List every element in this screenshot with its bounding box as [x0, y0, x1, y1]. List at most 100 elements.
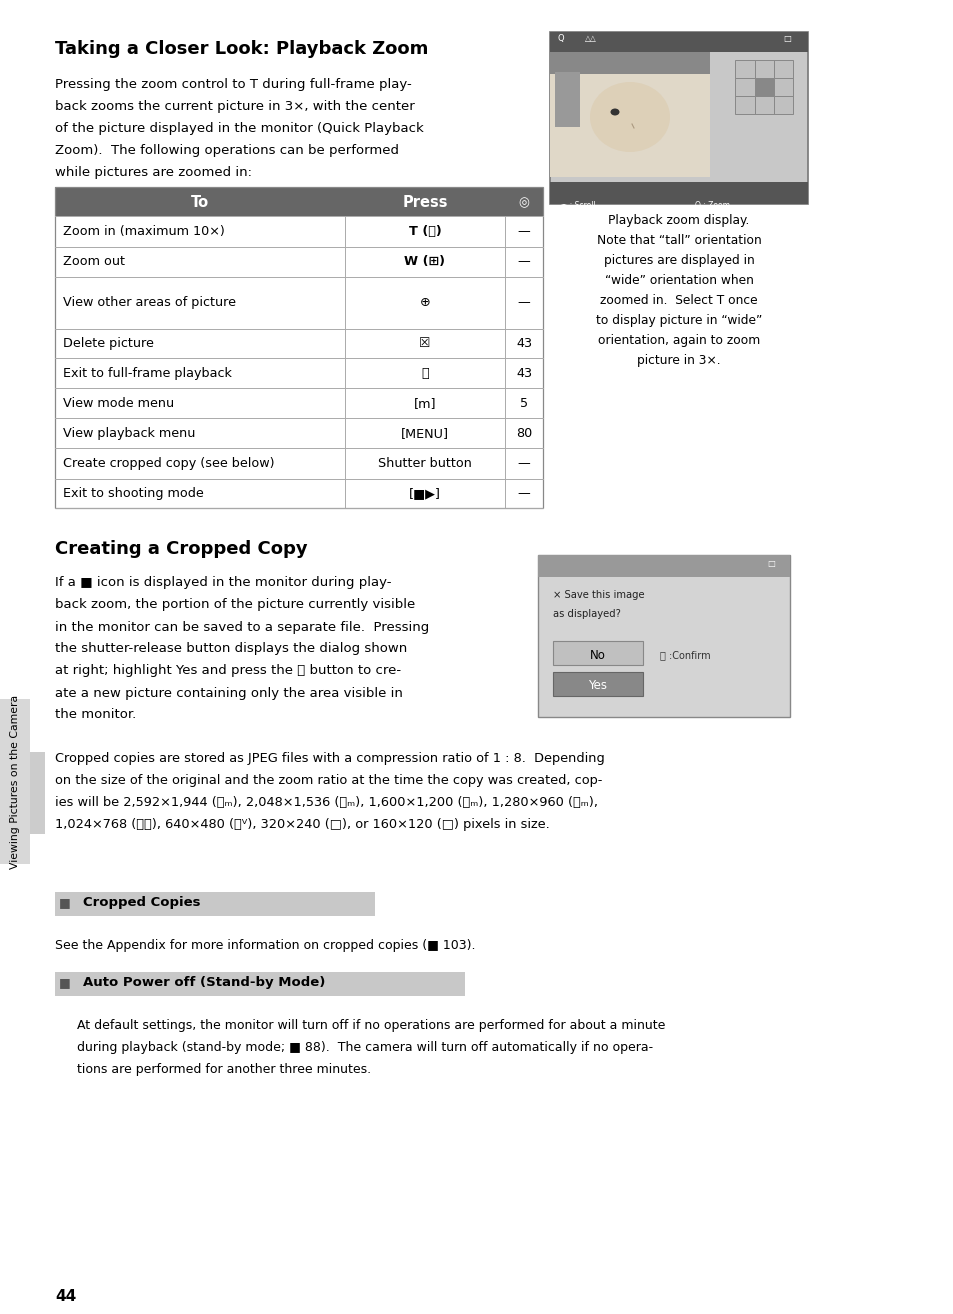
Bar [55, 389, 542, 418]
Text: Zoom in (maximum 10×): Zoom in (maximum 10×) [63, 225, 225, 238]
Text: Create cropped copy (see below): Create cropped copy (see below) [63, 457, 274, 470]
Bar [550, 32, 807, 204]
Text: Zoom).  The following operations can be performed: Zoom). The following operations can be p… [55, 145, 398, 156]
Text: No: No [590, 649, 605, 662]
Text: ies will be 2,592×1,944 (Ⓟₘ), 2,048×1,536 (Ⓝₘ), 1,600×1,200 (Ⓟₘ), 1,280×960 (Ⓛₘ): ies will be 2,592×1,944 (Ⓟₘ), 2,048×1,53… [55, 796, 598, 809]
Text: Yes: Yes [588, 679, 607, 692]
Bar [754, 78, 773, 96]
Bar [55, 418, 542, 448]
Text: [MENU]: [MENU] [400, 427, 449, 440]
Text: —: — [517, 457, 530, 470]
Text: Ⓢ :Confirm: Ⓢ :Confirm [659, 650, 710, 661]
Text: At default settings, the monitor will turn off if no operations are performed fo: At default settings, the monitor will tu… [77, 1020, 664, 1033]
Text: Taking a Closer Look: Playback Zoom: Taking a Closer Look: Playback Zoom [55, 39, 428, 58]
Text: —: — [517, 255, 530, 268]
Text: 43: 43 [516, 336, 532, 350]
Bar [734, 96, 754, 114]
Bar [754, 60, 773, 78]
Bar [55, 448, 542, 478]
Text: Ⓢ: Ⓢ [420, 367, 428, 380]
Text: To: To [191, 194, 209, 210]
Bar [550, 53, 709, 74]
Text: View playback menu: View playback menu [63, 427, 195, 440]
Text: Zoom out: Zoom out [63, 255, 125, 268]
Text: T (Ⓠ): T (Ⓠ) [408, 225, 441, 238]
Bar [0, 699, 30, 865]
Bar [55, 187, 542, 509]
Text: tions are performed for another three minutes.: tions are performed for another three mi… [77, 1063, 371, 1076]
Text: Playback zoom display.: Playback zoom display. [608, 214, 749, 227]
Text: ■: ■ [59, 976, 71, 989]
Text: Cropped copies are stored as JPEG files with a compression ratio of 1 : 8.  Depe: Cropped copies are stored as JPEG files … [55, 753, 604, 766]
Text: Q: Q [558, 34, 564, 43]
Text: 43: 43 [516, 367, 532, 380]
Text: △△: △△ [584, 34, 597, 43]
Text: ⊕: ⊕ [419, 296, 430, 309]
Text: [m]: [m] [414, 397, 436, 410]
Bar [55, 892, 375, 916]
Ellipse shape [589, 81, 669, 152]
Text: on the size of the original and the zoom ratio at the time the copy was created,: on the size of the original and the zoom… [55, 774, 601, 787]
Text: Creating a Cropped Copy: Creating a Cropped Copy [55, 540, 307, 558]
Bar [55, 217, 542, 247]
Text: W (⊞): W (⊞) [404, 255, 445, 268]
Bar [550, 32, 807, 53]
Text: ◄►: Scroll: ◄►: Scroll [558, 201, 595, 210]
Text: Cropped Copies: Cropped Copies [83, 896, 200, 909]
Text: [■▶]: [■▶] [409, 487, 440, 501]
Bar [550, 183, 807, 204]
Text: Viewing Pictures on the Camera: Viewing Pictures on the Camera [10, 695, 20, 869]
Text: during playback (stand-by mode; ■ 88).  The camera will turn off automatically i: during playback (stand-by mode; ■ 88). T… [77, 1042, 653, 1055]
Text: Press: Press [402, 194, 447, 210]
Bar [55, 359, 542, 389]
Bar [773, 60, 793, 78]
Bar [553, 641, 642, 665]
Text: Note that “tall” orientation: Note that “tall” orientation [596, 234, 760, 247]
Text: pictures are displayed in: pictures are displayed in [603, 254, 754, 267]
Text: back zoom, the portion of the picture currently visible: back zoom, the portion of the picture cu… [55, 598, 415, 611]
Text: in the monitor can be saved to a separate file.  Pressing: in the monitor can be saved to a separat… [55, 620, 429, 633]
Bar [55, 972, 464, 996]
Text: Delete picture: Delete picture [63, 336, 153, 350]
Bar [754, 96, 773, 114]
Bar [734, 78, 754, 96]
Bar [537, 556, 789, 717]
Ellipse shape [610, 109, 618, 116]
Bar [773, 78, 793, 96]
Text: the shutter-release button displays the dialog shown: the shutter-release button displays the … [55, 643, 407, 656]
Bar [27, 753, 45, 834]
Text: —: — [517, 296, 530, 309]
Text: ate a new picture containing only the area visible in: ate a new picture containing only the ar… [55, 686, 402, 699]
Text: zoomed in.  Select T once: zoomed in. Select T once [599, 294, 757, 307]
Bar [537, 556, 789, 577]
Text: ■: ■ [59, 896, 71, 909]
Bar [55, 187, 542, 217]
Text: to display picture in “wide”: to display picture in “wide” [596, 314, 761, 327]
Text: 44: 44 [55, 1289, 76, 1303]
Text: 1,024×768 (Ⓟⓔ), 640×480 (Ⓣⱽ), 320×240 (□), or 160×120 (□) pixels in size.: 1,024×768 (Ⓟⓔ), 640×480 (Ⓣⱽ), 320×240 (□… [55, 819, 549, 832]
Bar [734, 60, 754, 78]
Bar [55, 276, 542, 328]
Bar [55, 247, 542, 276]
Bar [773, 96, 793, 114]
Text: ◎: ◎ [518, 196, 529, 209]
Text: View other areas of picture: View other areas of picture [63, 296, 235, 309]
Bar [555, 72, 579, 127]
Bar [550, 53, 709, 177]
Text: Exit to shooting mode: Exit to shooting mode [63, 487, 204, 501]
Text: If a ■ icon is displayed in the monitor during play-: If a ■ icon is displayed in the monitor … [55, 577, 391, 590]
Text: “wide” orientation when: “wide” orientation when [604, 275, 753, 286]
Text: of the picture displayed in the monitor (Quick Playback: of the picture displayed in the monitor … [55, 122, 423, 135]
Text: × Save this image: × Save this image [553, 590, 644, 600]
Text: Exit to full-frame playback: Exit to full-frame playback [63, 367, 232, 380]
Text: Pressing the zoom control to T during full-frame play-: Pressing the zoom control to T during fu… [55, 78, 412, 91]
Text: Auto Power off (Stand-by Mode): Auto Power off (Stand-by Mode) [83, 976, 325, 989]
Text: the monitor.: the monitor. [55, 708, 136, 721]
Text: 80: 80 [516, 427, 532, 440]
Text: 5: 5 [519, 397, 528, 410]
Text: at right; highlight Yes and press the Ⓢ button to cre-: at right; highlight Yes and press the Ⓢ … [55, 665, 400, 678]
Text: while pictures are zoomed in:: while pictures are zoomed in: [55, 166, 252, 179]
Text: —: — [517, 225, 530, 238]
Bar [55, 478, 542, 509]
Text: Shutter button: Shutter button [377, 457, 472, 470]
